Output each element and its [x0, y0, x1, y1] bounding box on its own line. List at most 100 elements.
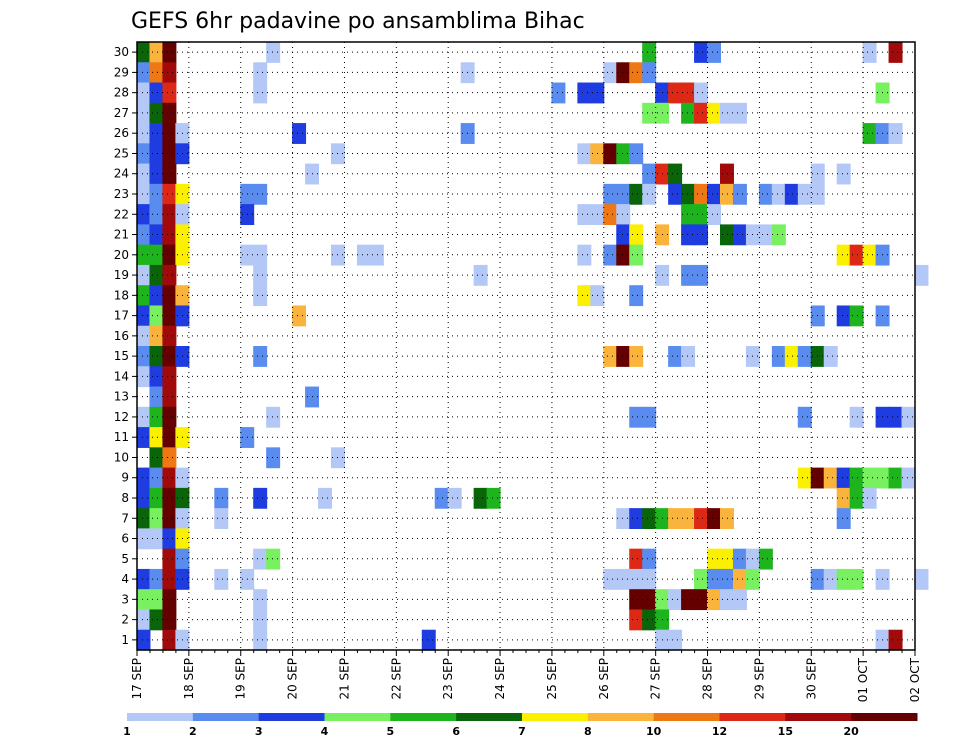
- x-tick-label: 23 SEP: [441, 658, 455, 700]
- heatmap-cell: [849, 487, 864, 509]
- heatmap-cell: [162, 143, 177, 165]
- x-tick-label: 22 SEP: [389, 658, 403, 700]
- heatmap-cell: [253, 82, 268, 104]
- heatmap-cell: [836, 508, 851, 529]
- heatmap-cell: [603, 143, 618, 165]
- colorbar-swatch: [653, 713, 720, 721]
- heatmap-cell: [149, 62, 164, 84]
- heatmap-cell: [629, 62, 644, 84]
- heatmap-cell: [136, 102, 151, 124]
- heatmap-cell: [253, 62, 268, 84]
- heatmap-cell: [836, 467, 851, 489]
- heatmap-cell: [253, 487, 268, 509]
- heatmap-cell: [732, 548, 747, 570]
- heatmap-cell: [162, 406, 177, 428]
- heatmap-cell: [266, 548, 281, 570]
- heatmap-cell: [486, 487, 501, 509]
- heatmap-cell: [888, 406, 903, 428]
- y-tick-label: 8: [121, 491, 129, 505]
- y-tick-label: 14: [114, 369, 129, 383]
- heatmap-cell: [149, 82, 164, 104]
- heatmap-cell: [849, 568, 864, 590]
- heatmap-cell: [603, 183, 618, 205]
- y-tick-label: 11: [114, 430, 129, 444]
- heatmap-cell: [694, 82, 709, 104]
- y-tick-label: 25: [114, 146, 129, 160]
- heatmap-cell: [681, 264, 696, 286]
- colorbar-label: 10: [646, 725, 662, 738]
- heatmap-cell: [629, 285, 644, 307]
- x-tick-label: 27 SEP: [649, 658, 663, 700]
- heatmap-cell: [162, 285, 177, 307]
- heatmap-cell: [162, 264, 177, 286]
- colorbar-label: 6: [452, 725, 460, 738]
- x-tick-label: 19 SEP: [234, 658, 248, 700]
- heatmap-cell: [888, 629, 903, 651]
- heatmap-cell: [162, 386, 177, 408]
- heatmap-cell: [616, 224, 631, 246]
- heatmap-cell: [162, 224, 177, 246]
- heatmap-cell: [888, 42, 903, 63]
- heatmap-cell: [694, 589, 709, 611]
- heatmap-cell: [707, 42, 721, 63]
- heatmap-cell: [136, 143, 151, 165]
- heatmap-cell: [668, 346, 683, 367]
- colorbar-label: 12: [712, 725, 727, 738]
- heatmap-cell: [681, 204, 696, 225]
- heatmap-cell: [136, 163, 151, 185]
- heatmap-cell: [292, 305, 307, 327]
- heatmap-cell: [616, 143, 631, 165]
- heatmap-cell: [629, 568, 644, 590]
- heatmap-cell: [629, 406, 644, 428]
- heatmap-cell: [136, 183, 151, 205]
- heatmap-cell: [758, 548, 773, 570]
- x-tick-label: 25 SEP: [545, 658, 559, 700]
- colorbar-swatch: [127, 713, 194, 721]
- heatmap-cell: [266, 447, 281, 469]
- heatmap-cell: [642, 609, 657, 631]
- heatmap-cell: [668, 82, 683, 104]
- y-tick-label: 1: [121, 633, 129, 647]
- heatmap-cell: [214, 487, 229, 509]
- y-tick-label: 7: [121, 511, 129, 525]
- heatmap-cell: [707, 102, 721, 124]
- heatmap-cell: [901, 406, 916, 428]
- heatmap-cell: [149, 102, 164, 124]
- heatmap-cell: [136, 406, 151, 428]
- heatmap-cell: [694, 204, 709, 225]
- heatmap-cell: [149, 224, 164, 246]
- y-tick-label: 27: [114, 106, 129, 120]
- heatmap-cell: [149, 244, 164, 266]
- heatmap-cell: [434, 487, 449, 509]
- heatmap-cell: [136, 487, 151, 509]
- x-tick-label: 29 SEP: [752, 658, 766, 700]
- heatmap-cell: [642, 589, 657, 611]
- heatmap-cell: [823, 568, 838, 590]
- heatmap-cell: [836, 305, 851, 327]
- colorbar-label: 3: [255, 725, 263, 738]
- heatmap-cell: [136, 264, 151, 286]
- y-tick-label: 29: [114, 65, 129, 79]
- colorbar-swatch: [719, 713, 786, 721]
- y-axis: 1234567891011121314151617181920212223242…: [114, 45, 137, 647]
- heatmap-cell: [253, 589, 268, 611]
- x-tick-label: 17 SEP: [130, 658, 144, 700]
- heatmap-cell: [253, 548, 268, 570]
- heatmap-cell: [694, 224, 709, 246]
- y-tick-label: 9: [121, 471, 129, 485]
- heatmap-cell: [136, 62, 151, 84]
- heatmap-cell: [149, 406, 164, 428]
- heatmap-cell: [318, 487, 332, 509]
- heatmap-cell: [162, 183, 177, 205]
- y-tick-label: 12: [114, 410, 129, 424]
- heatmap-cell: [836, 163, 851, 185]
- heatmap-cell: [603, 204, 618, 225]
- heatmap-cell: [149, 123, 164, 144]
- heatmap-cell: [369, 244, 384, 266]
- heatmap-cell: [616, 62, 631, 84]
- heatmap-cell: [694, 508, 709, 529]
- heatmap-cell: [616, 568, 631, 590]
- heatmap-cell: [149, 264, 164, 286]
- heatmap-cell: [149, 305, 164, 327]
- x-tick-label: 20 SEP: [286, 658, 300, 700]
